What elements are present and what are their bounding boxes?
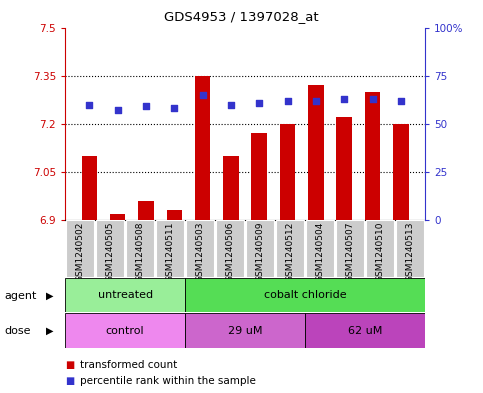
Point [341, 95, 348, 102]
Bar [96, 220, 125, 277]
Point [114, 107, 122, 114]
Bar [252, 134, 267, 220]
Point [256, 99, 263, 106]
Text: untreated: untreated [98, 290, 153, 300]
Text: GSM1240505: GSM1240505 [106, 222, 114, 282]
Point [142, 103, 150, 110]
Bar [138, 201, 154, 220]
Bar [336, 220, 364, 277]
Text: GSM1240503: GSM1240503 [196, 222, 205, 282]
Text: dose: dose [5, 326, 31, 336]
Bar [366, 220, 394, 277]
Text: GSM1240507: GSM1240507 [345, 222, 355, 282]
Text: GSM1240512: GSM1240512 [285, 222, 295, 282]
Text: GSM1240513: GSM1240513 [406, 222, 414, 282]
Text: GSM1240511: GSM1240511 [166, 222, 175, 282]
Text: GDS4953 / 1397028_at: GDS4953 / 1397028_at [164, 10, 319, 23]
Point [284, 97, 291, 104]
Text: GSM1240510: GSM1240510 [376, 222, 384, 282]
Bar [167, 211, 182, 220]
Point [227, 101, 235, 108]
Text: ▶: ▶ [46, 290, 54, 301]
Bar [110, 214, 126, 220]
Text: GSM1240506: GSM1240506 [226, 222, 235, 282]
Bar [396, 220, 424, 277]
Bar [365, 92, 380, 220]
Text: GSM1240508: GSM1240508 [136, 222, 145, 282]
Bar [82, 156, 97, 220]
Point [397, 97, 405, 104]
Text: GSM1240502: GSM1240502 [76, 222, 85, 282]
Bar [185, 278, 425, 312]
Bar [276, 220, 304, 277]
Text: transformed count: transformed count [80, 360, 177, 370]
Bar [223, 156, 239, 220]
Text: ▶: ▶ [46, 326, 54, 336]
Point [369, 95, 376, 102]
Text: percentile rank within the sample: percentile rank within the sample [80, 376, 256, 386]
Text: GSM1240504: GSM1240504 [315, 222, 325, 282]
Text: cobalt chloride: cobalt chloride [264, 290, 346, 300]
Point [170, 105, 178, 112]
Point [312, 97, 320, 104]
Point [85, 101, 93, 108]
Text: GSM1240509: GSM1240509 [256, 222, 265, 282]
Bar [195, 76, 211, 220]
Text: ■: ■ [65, 360, 74, 370]
Text: ■: ■ [65, 376, 74, 386]
Point [199, 92, 207, 98]
Bar [66, 220, 95, 277]
Text: control: control [106, 325, 144, 336]
Bar [308, 85, 324, 220]
Bar [280, 124, 296, 220]
Text: agent: agent [5, 290, 37, 301]
Bar [246, 220, 274, 277]
Bar [216, 220, 244, 277]
Bar [337, 118, 352, 220]
Bar [185, 313, 305, 348]
Bar [186, 220, 214, 277]
Bar [305, 313, 425, 348]
Bar [65, 278, 185, 312]
Bar [126, 220, 155, 277]
Text: 29 uM: 29 uM [228, 325, 262, 336]
Bar [65, 313, 185, 348]
Text: 62 uM: 62 uM [348, 325, 382, 336]
Bar [156, 220, 185, 277]
Bar [393, 124, 409, 220]
Bar [306, 220, 334, 277]
